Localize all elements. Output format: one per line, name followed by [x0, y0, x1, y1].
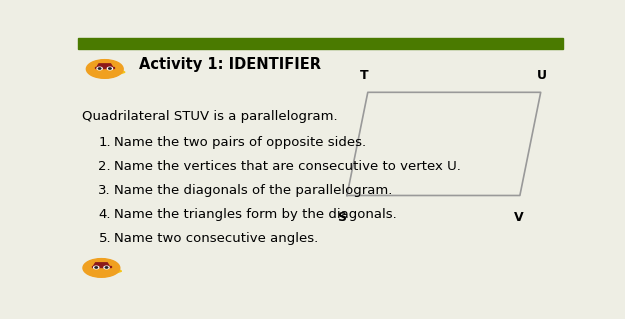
Text: 1.: 1. — [99, 136, 111, 149]
Polygon shape — [95, 67, 114, 68]
Circle shape — [107, 67, 112, 70]
Text: V: V — [514, 211, 524, 224]
Text: 3.: 3. — [99, 184, 111, 197]
Polygon shape — [97, 64, 112, 67]
Text: Name the triangles form by the diagonals.: Name the triangles form by the diagonals… — [114, 208, 398, 221]
Text: S: S — [338, 211, 347, 224]
Polygon shape — [94, 263, 109, 266]
Circle shape — [104, 266, 109, 269]
Text: Name the vertices that are consecutive to vertex U.: Name the vertices that are consecutive t… — [114, 160, 461, 173]
Text: T: T — [359, 69, 368, 82]
Polygon shape — [107, 269, 122, 275]
Text: 5.: 5. — [99, 233, 111, 245]
Text: U: U — [537, 69, 547, 82]
Circle shape — [105, 267, 108, 268]
Text: Name the diagonals of the parallelogram.: Name the diagonals of the parallelogram. — [114, 184, 393, 197]
Circle shape — [98, 68, 101, 69]
Circle shape — [94, 266, 99, 269]
Polygon shape — [110, 70, 125, 76]
Circle shape — [109, 68, 111, 69]
Circle shape — [97, 67, 102, 70]
Text: Activity 1: IDENTIFIER: Activity 1: IDENTIFIER — [139, 56, 321, 71]
Circle shape — [86, 60, 123, 78]
Circle shape — [95, 267, 98, 268]
Circle shape — [83, 259, 120, 277]
Text: 2.: 2. — [99, 160, 111, 173]
Text: Quadrilateral STUV is a parallelogram.: Quadrilateral STUV is a parallelogram. — [82, 110, 338, 123]
Text: 4.: 4. — [99, 208, 111, 221]
Text: Name two consecutive angles.: Name two consecutive angles. — [114, 233, 319, 245]
Text: Name the two pairs of opposite sides.: Name the two pairs of opposite sides. — [114, 136, 367, 149]
Polygon shape — [92, 266, 111, 267]
Bar — [78, 38, 562, 48]
